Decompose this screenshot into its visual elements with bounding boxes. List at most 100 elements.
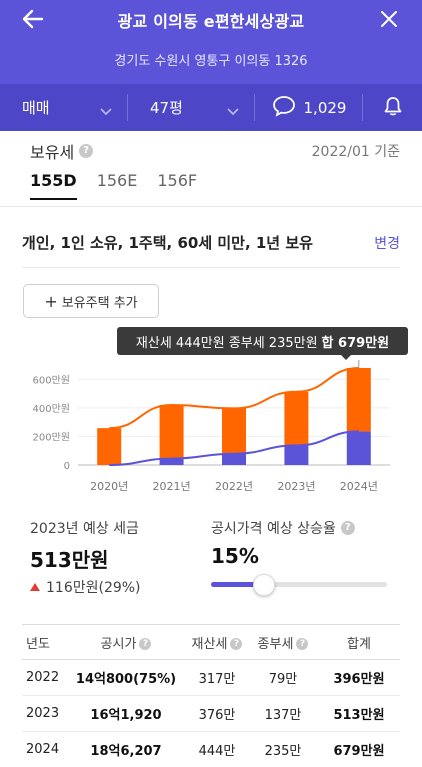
header-top-row: 광교 이의동 e편한세상광교 bbox=[0, 0, 422, 38]
divider bbox=[127, 94, 128, 121]
plus-icon: + bbox=[44, 291, 58, 311]
tab-156f[interactable]: 156F bbox=[157, 171, 198, 190]
cell-total: 679만원 bbox=[318, 731, 400, 767]
divider bbox=[362, 94, 363, 121]
col-property-tax: 재산세? bbox=[186, 624, 248, 660]
table-row: 2022 14억800(75%) 317만 79만 396만원 bbox=[22, 659, 400, 696]
rate-label: 공시가격 예상 상승율 bbox=[211, 521, 336, 537]
help-icon[interactable]: ? bbox=[79, 144, 94, 158]
comments-button[interactable]: 1,029 bbox=[255, 84, 363, 131]
tooltip-detail: 재산세 444만원 종부세 235만원 bbox=[135, 335, 318, 351]
x-tick-label: 2022년 bbox=[215, 480, 253, 493]
col-total: 합계 bbox=[318, 624, 400, 660]
add-house-label: 보유주택 추가 bbox=[61, 295, 138, 311]
divider bbox=[254, 94, 255, 121]
bar-comprehensive-tax bbox=[159, 458, 184, 465]
add-house-button[interactable]: + 보유주택 추가 bbox=[23, 284, 159, 318]
bell-icon bbox=[382, 95, 404, 121]
filter-bar: 매매 47평 1,029 bbox=[0, 84, 422, 131]
bar-comprehensive-tax bbox=[284, 445, 309, 465]
help-icon[interactable]: ? bbox=[230, 638, 243, 650]
rate-slider[interactable] bbox=[211, 574, 387, 596]
edit-condition-link[interactable]: 변경 bbox=[374, 236, 400, 252]
col-comprehensive-tax-label: 종부세 bbox=[257, 636, 294, 652]
tab-155d[interactable]: 155D bbox=[30, 171, 77, 200]
cell-official-price: 18억6,207 bbox=[66, 731, 186, 767]
holding-tax-section: 보유세 ? 2022/01 기준 155D 156E 156F bbox=[0, 131, 422, 207]
page-title: 광교 이의동 e편한세상광교 bbox=[117, 12, 305, 31]
cell-year: 2022 bbox=[22, 659, 66, 696]
price-increase-rate: 공시가격 예상 상승율 ? 15% bbox=[211, 518, 391, 596]
total-trend-line bbox=[109, 367, 359, 430]
col-comprehensive-tax: 종부세? bbox=[248, 624, 318, 660]
address-text: 경기도 수원시 영통구 이의동 1326 bbox=[114, 54, 308, 69]
help-icon[interactable]: ? bbox=[340, 521, 355, 535]
x-tick-label: 2024년 bbox=[340, 480, 378, 493]
x-tick-label: 2023년 bbox=[277, 480, 315, 493]
col-property-tax-label: 재산세 bbox=[191, 636, 228, 652]
bar-property-tax bbox=[97, 428, 122, 465]
slider-thumb[interactable] bbox=[252, 574, 275, 596]
chevron-down-icon bbox=[227, 102, 239, 120]
cell-total: 396만원 bbox=[318, 659, 400, 696]
comprehensive-trend-line bbox=[109, 430, 359, 466]
y-tick-label: 200만원 bbox=[33, 431, 71, 443]
cell-year: 2024 bbox=[22, 731, 66, 767]
help-icon[interactable]: ? bbox=[139, 638, 152, 650]
cell-property-tax: 317만 bbox=[186, 659, 248, 696]
cell-property-tax: 376만 bbox=[186, 695, 248, 732]
slider-fill bbox=[211, 582, 264, 587]
notification-button[interactable] bbox=[363, 84, 422, 131]
tooltip-total: 합 679만원 bbox=[321, 335, 390, 351]
holding-tax-chart: 0 200만원 400만원 600만원 2020년 2021년 2022년 2023년 2024… bbox=[33, 360, 390, 493]
x-tick-label: 2021년 bbox=[153, 480, 191, 493]
col-official-price: 공시가? bbox=[66, 624, 186, 660]
tax-table: 년도 공시가? 재산세? 종부세? 합계 2022 14억800(75%) 31… bbox=[22, 624, 400, 767]
cell-official-price: 14억800(75%) bbox=[66, 659, 186, 696]
table-row: 2024 18억6,207 444만 235만 679만원 bbox=[22, 731, 400, 767]
cell-comprehensive-tax: 137만 bbox=[248, 695, 318, 732]
app-header: 광교 이의동 e편한세상광교 경기도 수원시 영통구 이의동 1326 매매 4… bbox=[0, 0, 422, 131]
back-arrow-icon[interactable] bbox=[20, 6, 46, 32]
bar-property-tax bbox=[284, 391, 309, 446]
col-official-price-label: 공시가 bbox=[100, 636, 137, 652]
help-icon[interactable]: ? bbox=[296, 638, 309, 650]
expected-tax-value: 513만원 bbox=[30, 548, 109, 572]
table-row: 2023 16억1,920 376만 137만 513만원 bbox=[22, 695, 400, 732]
table-header-row: 년도 공시가? 재산세? 종부세? 합계 bbox=[22, 624, 400, 660]
col-year: 년도 bbox=[22, 624, 66, 660]
expected-tax-label: 2023년 예상 세금 bbox=[30, 521, 139, 537]
speech-bubble-icon bbox=[272, 95, 296, 121]
bar-property-tax bbox=[159, 405, 184, 459]
slider-track bbox=[211, 582, 387, 587]
x-tick-label: 2020년 bbox=[90, 480, 128, 493]
bar-property-tax bbox=[222, 408, 246, 454]
bar-comprehensive-tax bbox=[346, 431, 371, 465]
chevron-down-icon bbox=[100, 102, 112, 120]
cell-comprehensive-tax: 235만 bbox=[248, 731, 318, 767]
bar-property-tax bbox=[346, 368, 371, 432]
expected-tax-summary: 2023년 예상 세금 513만원 116만원(29%) bbox=[30, 518, 200, 597]
tax-condition-row: 개인, 1인 소유, 1주택, 60세 미만, 1년 보유 변경 bbox=[22, 220, 400, 268]
cell-property-tax: 444만 bbox=[186, 731, 248, 767]
area-select[interactable]: 47평 bbox=[128, 84, 255, 131]
condition-text: 개인, 1인 소유, 1주택, 60세 미만, 1년 보유 bbox=[22, 234, 313, 252]
y-tick-label: 600만원 bbox=[33, 374, 71, 386]
tooltip-arrow bbox=[340, 354, 352, 360]
comment-count: 1,029 bbox=[303, 98, 347, 117]
close-icon[interactable] bbox=[376, 6, 402, 32]
cell-official-price: 16억1,920 bbox=[66, 695, 186, 732]
cell-comprehensive-tax: 79만 bbox=[248, 659, 318, 696]
rate-value: 15% bbox=[211, 544, 259, 568]
tax-change: 116만원(29%) bbox=[30, 577, 200, 597]
area-label: 47평 bbox=[150, 99, 183, 117]
base-date: 2022/01 기준 bbox=[311, 144, 400, 160]
section-title-text: 보유세 bbox=[30, 143, 75, 162]
deal-type-select[interactable]: 매매 bbox=[0, 84, 128, 131]
cell-year: 2023 bbox=[22, 695, 66, 732]
tax-change-value: 116만원(29%) bbox=[46, 580, 141, 596]
rate-label-row: 공시가격 예상 상승율 ? bbox=[211, 518, 391, 538]
increase-triangle-icon bbox=[30, 583, 40, 591]
tab-156e[interactable]: 156E bbox=[96, 171, 138, 190]
cell-total: 513만원 bbox=[318, 695, 400, 732]
